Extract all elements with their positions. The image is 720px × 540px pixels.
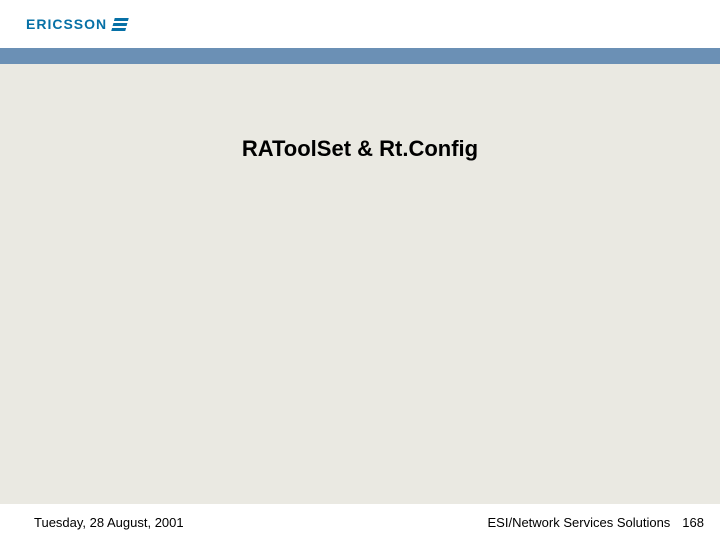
footer-right: ESI/Network Services Solutions 168 — [488, 515, 705, 530]
footer-org: ESI/Network Services Solutions — [488, 515, 671, 530]
slide-title: RAToolSet & Rt.Config — [0, 136, 720, 162]
brand-name: ERICSSON — [26, 16, 107, 32]
header: ERICSSON — [0, 0, 720, 48]
page-number: 168 — [682, 515, 704, 530]
content-area: RAToolSet & Rt.Config — [0, 64, 720, 504]
footer-date: Tuesday, 28 August, 2001 — [34, 515, 184, 530]
brand-logo: ERICSSON — [26, 16, 127, 32]
brand-bars-icon — [111, 18, 128, 31]
footer: Tuesday, 28 August, 2001 ESI/Network Ser… — [0, 504, 720, 540]
header-accent-bar — [0, 48, 720, 64]
